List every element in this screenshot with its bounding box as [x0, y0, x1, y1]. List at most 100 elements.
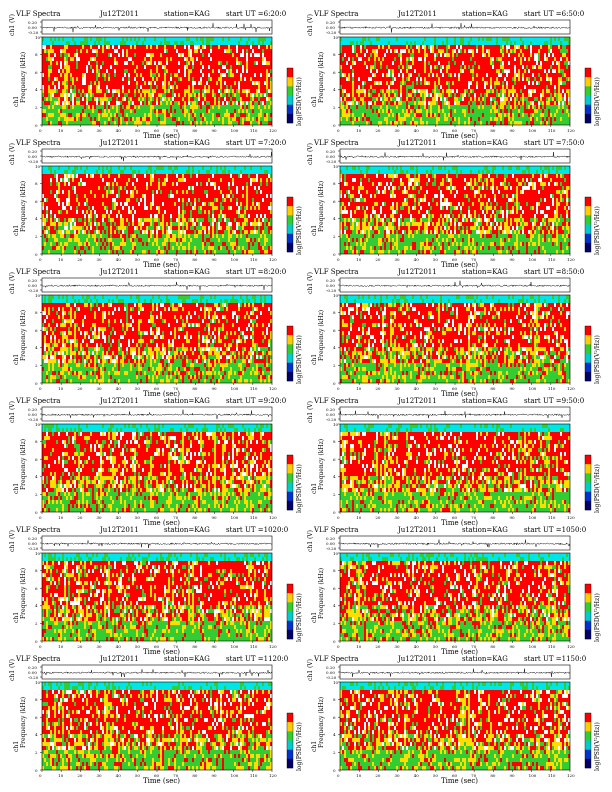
spectrogram-cell [76, 105, 79, 110]
spectrogram-cell [534, 89, 537, 94]
spectrogram-cell [242, 113, 245, 118]
spectrogram-cell [176, 45, 179, 50]
spectrogram-cell [530, 49, 533, 54]
spectrogram-cell [538, 101, 541, 106]
spectrogram-cell [122, 81, 125, 86]
spectrogram-cell [226, 65, 229, 70]
spectrogram-cell [516, 49, 519, 54]
spectrogram-cell [164, 89, 167, 94]
spectrogram-cell [388, 45, 391, 50]
spectrogram-cell [406, 85, 409, 90]
spectrogram-cell [156, 113, 159, 118]
spectrogram-cell [208, 105, 211, 110]
spectrogram-cell [360, 37, 363, 42]
spectrogram-cell [72, 109, 75, 114]
colorbar-segment [287, 113, 293, 124]
spectrogram-cell [198, 49, 201, 54]
spectrogram-cell [466, 113, 469, 118]
spectrogram-cell [214, 57, 217, 62]
spectrogram-cell [132, 109, 135, 114]
spectrogram-cell [474, 49, 477, 54]
spectrogram-cell [228, 65, 231, 70]
spectrogram-cell [554, 73, 557, 78]
spectrogram-cell [446, 117, 449, 122]
spectrogram-cell [488, 81, 491, 86]
spectrogram-cell [154, 45, 157, 50]
spectrogram-cell [64, 97, 67, 102]
spectrogram-cell [130, 69, 133, 74]
spectrogram-cell [140, 53, 143, 58]
spectrogram-cell [372, 113, 375, 118]
spectrogram-cell [260, 89, 263, 94]
spectrogram-cell [458, 97, 461, 102]
spectrogram-cell [194, 69, 197, 74]
spectrogram-cell [134, 113, 137, 118]
spectrogram-cell [200, 85, 203, 90]
spectrogram-cell [104, 89, 107, 94]
spectrogram-cell [530, 57, 533, 62]
spectrogram-cell [454, 73, 457, 78]
spectrogram-cell [452, 61, 455, 66]
spectrogram-cell [426, 77, 429, 82]
spectrogram-cell [474, 121, 477, 126]
spectrogram-cell [128, 49, 131, 54]
spectrogram-cell [124, 121, 127, 126]
spectrogram-cell [414, 45, 417, 50]
spectrogram-cell [180, 113, 183, 118]
spectrogram-cell [190, 49, 193, 54]
spectrogram-cell [400, 69, 403, 74]
spectrogram-cell [102, 57, 105, 62]
spectrogram-cell [470, 101, 473, 106]
spectrogram-cell [240, 73, 243, 78]
spectrogram-cell [98, 121, 101, 126]
spectrogram-cell [366, 37, 369, 42]
spectrogram-cell [108, 53, 111, 58]
spectrogram-cell [66, 41, 69, 46]
y-tick-label: 0 [35, 123, 38, 128]
spectrogram-cell [50, 61, 53, 66]
spectrogram-cell [180, 81, 183, 86]
spectrogram-cell [142, 81, 145, 86]
spectrogram-cell [258, 73, 261, 78]
spectrogram-cell [202, 65, 205, 70]
spectrogram-cell [44, 53, 47, 58]
spectrogram-cell [188, 117, 191, 122]
spectrogram-cell [270, 81, 273, 86]
spectrogram-cell [552, 61, 555, 66]
spectrogram-cell [518, 49, 521, 54]
spectrogram-cell [158, 89, 161, 94]
spectrogram-cell [56, 77, 59, 82]
spectrogram-cell [542, 57, 545, 62]
spectrogram-cell [230, 93, 233, 98]
spectrogram-cell [406, 81, 409, 86]
spectrogram-cell [398, 73, 401, 78]
spectrogram-cell [214, 101, 217, 106]
spectrogram-cell [430, 113, 433, 118]
spectrogram-cell [250, 101, 253, 106]
spectrogram-cell [486, 97, 489, 102]
spectrogram-cell [410, 61, 413, 66]
spectrogram-cell [170, 53, 173, 58]
spectrogram-cell [516, 113, 519, 118]
spectrogram-cell [552, 121, 555, 126]
spectrogram-cell [426, 105, 429, 110]
spectrogram-cell [48, 65, 51, 70]
spectrogram-cell [390, 101, 393, 106]
spectrogram-cell [96, 49, 99, 54]
spectrogram-cell [480, 85, 483, 90]
spectrogram-cell [490, 57, 493, 62]
spectrogram-cell [242, 61, 245, 66]
spectrogram-cell [46, 45, 49, 50]
spectrogram-cell [72, 57, 75, 62]
spectrogram-cell [122, 53, 125, 58]
spectrogram-cell [352, 41, 355, 46]
spectrogram-cell [370, 109, 373, 114]
spectrogram-cell [516, 105, 519, 110]
spectrogram-cell [86, 105, 89, 110]
spectrogram-cell [234, 109, 237, 114]
spectrogram-cell [454, 77, 457, 82]
spectrogram-cell [210, 121, 213, 126]
spectrogram-cell [380, 89, 383, 94]
spectrogram-cell [64, 89, 67, 94]
spectrogram-cell [60, 93, 63, 98]
